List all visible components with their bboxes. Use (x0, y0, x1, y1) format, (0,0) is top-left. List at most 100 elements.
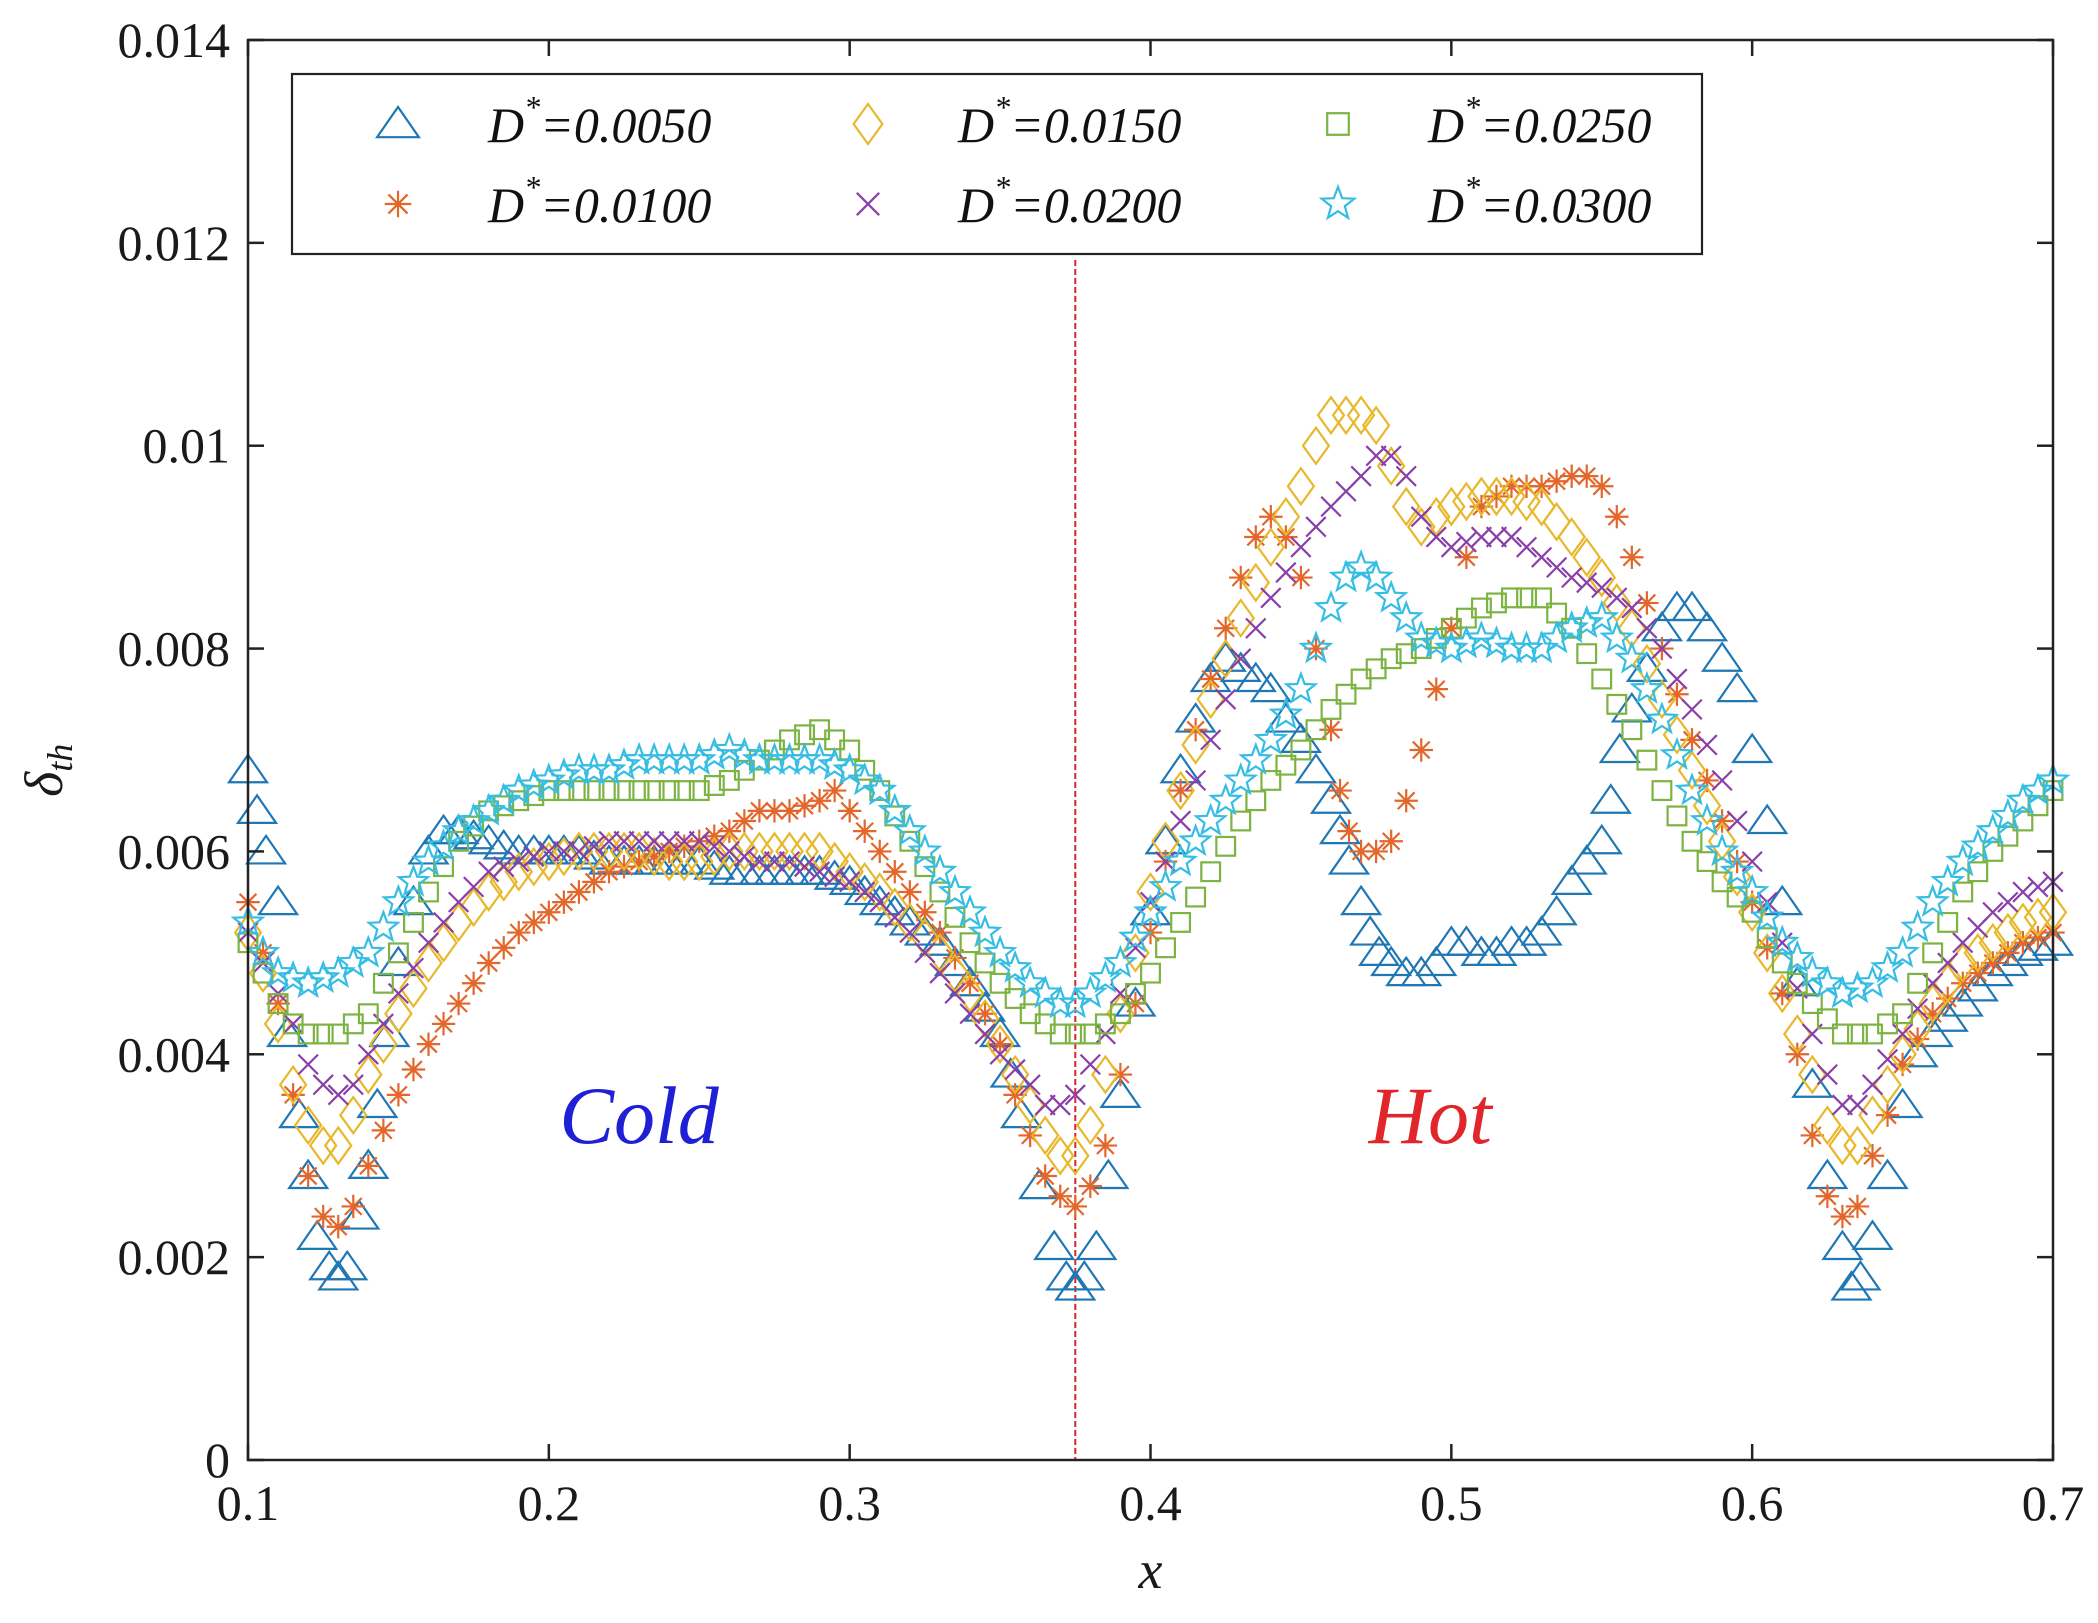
data-point (1591, 577, 1613, 599)
data-point (989, 972, 1011, 994)
data-point (1400, 955, 1443, 987)
data-point (1651, 637, 1673, 660)
data-point (1260, 587, 1282, 609)
data-point (1406, 506, 1436, 547)
data-point (1000, 1097, 1043, 1129)
data-point (1659, 736, 1695, 770)
data-point (1997, 891, 2019, 913)
legend-label-value: =0.0200 (1010, 177, 1181, 233)
data-point (1726, 810, 1748, 832)
data-point (1445, 925, 1488, 956)
data-point (669, 841, 699, 882)
data-point (1674, 772, 1710, 806)
data-point (699, 836, 729, 877)
data-point (492, 936, 516, 960)
data-point (779, 729, 800, 751)
data-point (777, 799, 802, 823)
data-point (416, 1032, 441, 1056)
data-point (1170, 810, 1192, 832)
data-point (1986, 945, 2029, 977)
y-tick-label: 0.012 (118, 215, 231, 271)
data-point (967, 914, 1003, 948)
data-point (1290, 536, 1312, 558)
data-point (828, 864, 871, 895)
data-point (414, 943, 443, 983)
data-point (696, 736, 732, 770)
data-point (1275, 754, 1297, 776)
data-point (1033, 1164, 1057, 1188)
data-point (1529, 474, 1554, 498)
data-point (1018, 1123, 1042, 1148)
data-point (1892, 1003, 1914, 1025)
data-point (612, 854, 636, 879)
data-point (1215, 835, 1237, 857)
data-point (501, 772, 537, 806)
data-point (1151, 821, 1180, 862)
data-point (888, 904, 931, 936)
data-point (1226, 598, 1256, 639)
data-point (1572, 537, 1602, 578)
legend-label-base: D (957, 177, 994, 233)
data-point (1274, 525, 1298, 549)
data-point (1395, 643, 1417, 665)
data-point (627, 849, 651, 874)
data-point (1030, 1115, 1060, 1156)
data-point (839, 871, 861, 893)
data-point (1636, 749, 1658, 771)
data-point (1214, 616, 1238, 640)
data-point (312, 1023, 334, 1045)
data-point (1204, 641, 1247, 672)
data-point (327, 1084, 349, 1106)
data-point (628, 780, 650, 802)
data-point (260, 954, 296, 988)
data-point (1791, 1067, 1834, 1098)
data-point (401, 1057, 426, 1082)
data-point (474, 872, 503, 912)
data-point (296, 1219, 339, 1250)
data-point (338, 1095, 368, 1136)
data-point (1298, 630, 1334, 664)
data-point (1922, 942, 1944, 964)
x-tick-label: 0.1 (217, 1475, 280, 1531)
data-point (1364, 839, 1388, 864)
data-point (357, 1003, 379, 1025)
data-point (1454, 545, 1479, 569)
data-point (1584, 599, 1620, 633)
data-point (1049, 1094, 1071, 1116)
data-point (1831, 1023, 1853, 1045)
legend-marker (384, 190, 412, 218)
y-tick-label: 0.006 (118, 823, 231, 879)
data-point (296, 1164, 320, 1188)
data-point (293, 1105, 323, 1146)
data-point (1885, 934, 1920, 968)
data-point (1304, 636, 1328, 661)
data-point (817, 746, 853, 781)
data-point (628, 830, 650, 852)
data-point (1394, 789, 1418, 813)
data-point (1319, 718, 1343, 742)
data-point (1881, 1087, 1924, 1119)
data-point (1809, 964, 1845, 999)
data-point (1063, 1194, 1087, 1219)
data-point (1831, 1094, 1853, 1116)
data-point (809, 861, 831, 883)
data-point (832, 751, 868, 786)
legend-label: D*=0.0250 (1427, 89, 1651, 153)
data-point (1155, 937, 1177, 959)
data-point (775, 831, 804, 872)
data-point (1815, 1184, 1840, 1208)
data-point (338, 1199, 381, 1230)
legend-item: D*=0.0100 (384, 169, 711, 233)
data-point (1004, 988, 1026, 1009)
data-point (1569, 604, 1605, 639)
legend-label-sup: * (524, 169, 540, 205)
data-point (790, 831, 819, 872)
legend-label: D*=0.0300 (1427, 169, 1651, 233)
data-point (350, 934, 386, 968)
data-point (1078, 1174, 1103, 1198)
data-point (326, 1215, 350, 1239)
data-point (643, 780, 665, 802)
data-point (913, 900, 937, 924)
data-point (1981, 951, 2005, 975)
y-tick-label: 0.004 (118, 1026, 231, 1082)
